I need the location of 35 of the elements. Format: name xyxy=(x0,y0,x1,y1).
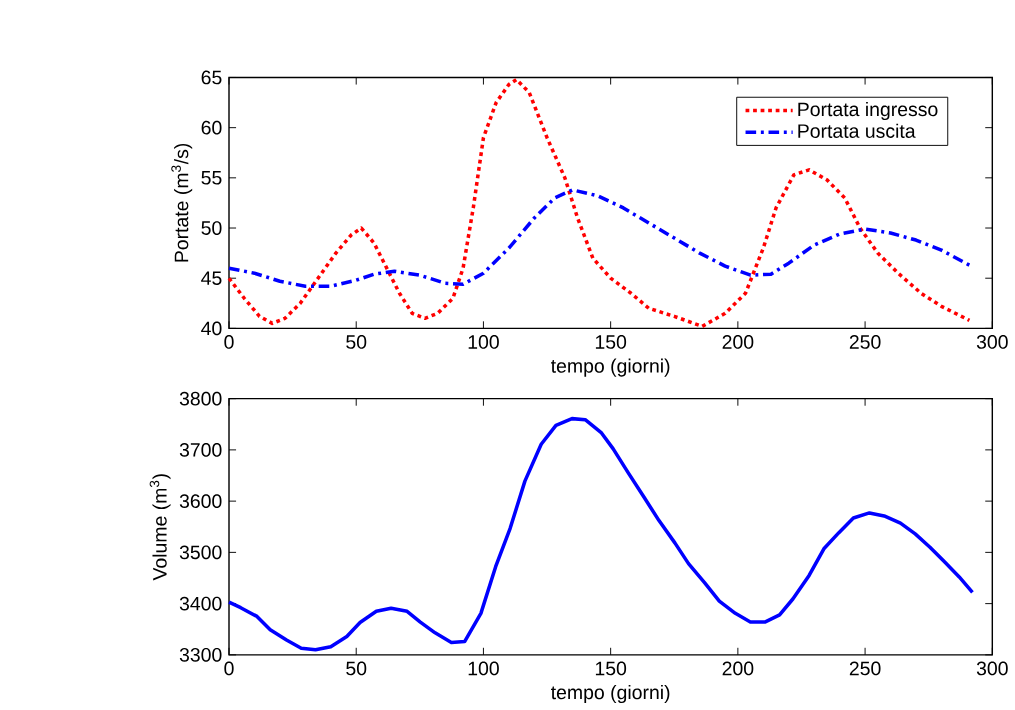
legend-label: Portata ingresso xyxy=(798,102,938,121)
x-tick-label: 250 xyxy=(849,335,881,350)
y-tick-label: 3400 xyxy=(179,596,222,611)
x-axis-title: tempo (giorni) xyxy=(551,685,670,704)
x-tick-label: 0 xyxy=(224,335,234,350)
line-series xyxy=(227,417,975,652)
x-tick-label: 150 xyxy=(595,661,627,676)
x-tick-label: 100 xyxy=(468,661,499,676)
x-tick-label: 0 xyxy=(224,661,234,676)
x-tick-label: 300 xyxy=(976,335,1008,350)
x-tick-label: 200 xyxy=(722,661,754,676)
y-tick-label: 3300 xyxy=(179,648,222,662)
y-tick-label: 40 xyxy=(201,321,222,336)
x-tick-label: 100 xyxy=(468,335,499,350)
y-tick-label: 60 xyxy=(201,120,222,135)
y-tick-label: 50 xyxy=(201,221,222,236)
y-tick-label: 65 xyxy=(201,70,222,85)
x-tick-label: 300 xyxy=(976,661,1008,676)
x-tick-label: 50 xyxy=(346,661,367,676)
y-tick-label: 55 xyxy=(201,171,222,185)
x-tick-label: 150 xyxy=(595,335,627,350)
y-tick-label: 3500 xyxy=(179,545,222,560)
line-series xyxy=(227,77,972,329)
y-tick-label: 3600 xyxy=(179,494,222,509)
y-axis-title: Volume (m$^{3}$) xyxy=(149,474,171,581)
y-tick-label: 45 xyxy=(201,271,222,286)
x-tick-label: 200 xyxy=(722,335,754,350)
line-series xyxy=(227,188,972,289)
y-axis-title: Portate (m$^{3}$/s) xyxy=(171,144,193,262)
y-tick-label: 3800 xyxy=(179,391,222,406)
legend-label: Portata uscita xyxy=(798,123,916,139)
x-axis-title: tempo (giorni) xyxy=(551,358,670,377)
y-tick-label: 3700 xyxy=(179,443,222,457)
x-tick-label: 250 xyxy=(849,661,881,676)
x-tick-label: 50 xyxy=(346,335,367,350)
